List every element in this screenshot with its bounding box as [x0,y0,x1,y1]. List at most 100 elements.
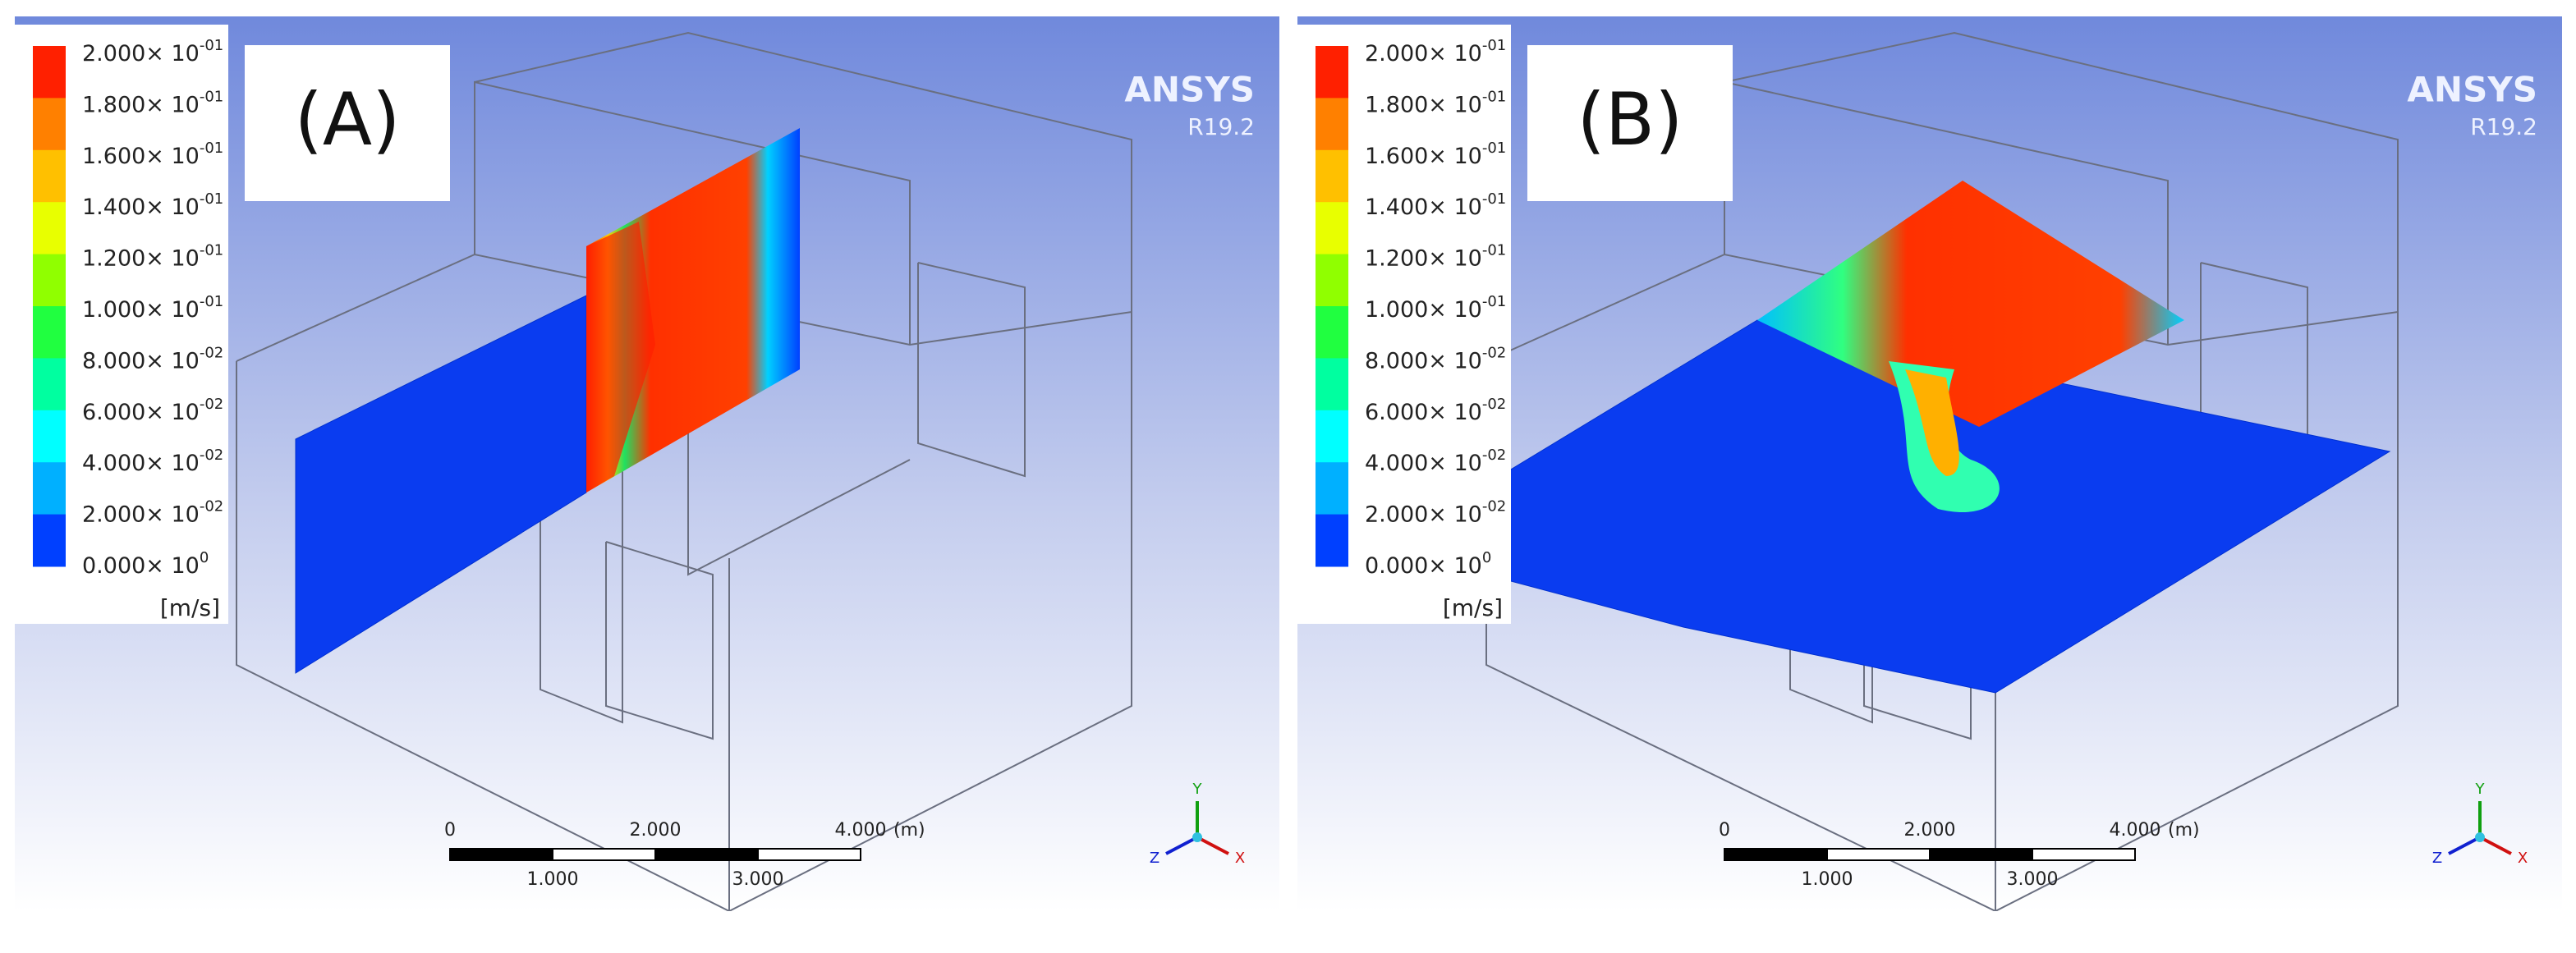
scale-bar-label: 1.000 [527,869,579,890]
legend-tick-label: 1.800× 10-01 [82,88,223,117]
scale-bar-segment [2032,848,2136,861]
scale-bar-segment [1724,848,1828,861]
legend-unit: [m/s] [1443,594,1503,621]
colorbar-segment [1316,306,1348,359]
legend-tick-label: 1.000× 10-01 [82,293,223,323]
legend-mantissa: 1.800× 10 [1365,92,1482,117]
colorbar-segment [1316,149,1348,203]
legend-exponent: -01 [200,293,223,310]
axis-label: Y [2475,781,2486,798]
axis-label: X [1235,850,1245,867]
legend-tick-label: 2.000× 10-01 [82,37,223,66]
legend-mantissa: 4.000× 10 [1365,451,1482,476]
legend-exponent: 0 [1482,549,1491,566]
axis-label: Y [1192,781,1203,798]
colorbar-segment [33,514,66,567]
legend-exponent: -01 [1482,37,1506,54]
legend-mantissa: 8.000× 10 [82,348,200,373]
viewport-a: 2.000× 10-011.800× 10-011.600× 10-011.40… [15,16,1279,911]
colorbar-segment [33,410,66,463]
legend-exponent: -01 [1482,88,1506,105]
colorbar-segment [1316,254,1348,307]
scale-bar-segment [654,848,759,861]
legend-exponent: -01 [200,242,223,259]
brand: ANSYS [2407,70,2537,110]
legend-mantissa: 1.000× 10 [1365,297,1482,323]
legend-exponent: -01 [200,140,223,157]
scale-bar-label: 0 [444,820,456,841]
legend-exponent: -01 [1482,140,1506,157]
panel-label: (B) [1577,77,1683,162]
axis-label: Z [2432,850,2442,867]
geometry [236,31,1132,911]
legend-tick-label: 6.000× 10-02 [82,396,223,425]
legend-mantissa: 1.000× 10 [82,297,200,323]
colorbar-segment [33,306,66,359]
colorbar-segment [33,254,66,307]
legend-mantissa: 2.000× 10 [82,41,200,66]
axis-z [1165,836,1198,855]
legend-exponent: -02 [200,498,223,515]
legend-tick-label: 1.800× 10-01 [1365,88,1506,117]
legend-exponent: -02 [1482,447,1506,464]
legend-mantissa: 6.000× 10 [82,399,200,424]
scale-bar-label: 1.000 [1802,869,1853,890]
legend-tick-label: 2.000× 10-02 [1365,498,1506,528]
colorbar-segment [1316,462,1348,515]
colorbar-segment [1316,358,1348,411]
colorbar-segment [33,98,66,151]
version: R19.2 [1187,113,1255,140]
colorbar-segment [1316,410,1348,463]
axis-x [2479,836,2512,855]
legend-exponent: -02 [1482,498,1506,515]
legend-tick-label: 8.000× 10-02 [82,344,223,373]
velocity-contour [586,128,800,493]
scale-bar-label: 2.000 [630,820,682,841]
scale-bar-segment [757,848,861,861]
axis-origin [2475,832,2485,842]
scale-bar-label: (m) [893,820,925,841]
brand: ANSYS [1124,70,1255,110]
scale-bar-label: (m) [2168,820,2200,841]
axis-x [1196,836,1229,855]
legend-exponent: -01 [1482,242,1506,259]
scale-bar-segment [449,848,553,861]
legend-mantissa: 1.400× 10 [1365,195,1482,220]
legend-tick-label: 2.000× 10-02 [82,498,223,528]
legend-mantissa: 6.000× 10 [1365,399,1482,424]
velocity-contour [586,222,655,493]
legend-exponent: -02 [200,396,223,413]
legend-mantissa: 1.800× 10 [82,92,200,117]
legend-mantissa: 1.200× 10 [82,245,200,271]
axis-label: Z [1150,850,1159,867]
legend-tick-label: 0.000× 100 [82,549,209,579]
legend-mantissa: 0.000× 10 [1365,553,1482,579]
legend-mantissa: 2.000× 10 [1365,41,1482,66]
scale-bar-label: 3.000 [732,869,784,890]
legend-mantissa: 8.000× 10 [1365,348,1482,373]
colorbar-segment [33,462,66,515]
legend-exponent: -02 [1482,396,1506,413]
legend-exponent: -01 [200,88,223,105]
panel-label: (A) [295,77,401,162]
legend-mantissa: 4.000× 10 [82,451,200,476]
scale-bar-label: 4.000 [835,820,887,841]
legend-exponent: -02 [200,344,223,361]
axis-origin [1192,832,1202,842]
legend-tick-label: 1.600× 10-01 [1365,140,1506,169]
scale-bar-label: 4.000 [2110,820,2161,841]
scale-bar-segment [1826,848,1931,861]
legend-mantissa: 1.200× 10 [1365,245,1482,271]
colorbar-segment [33,149,66,203]
legend-exponent: -01 [1482,190,1506,208]
legend-tick-label: 6.000× 10-02 [1365,396,1506,425]
legend-exponent: -01 [1482,293,1506,310]
version: R19.2 [2470,113,2537,140]
legend-exponent: -02 [1482,344,1506,361]
legend-tick-label: 4.000× 10-02 [1365,447,1506,476]
scale-bar-label: 3.000 [2007,869,2059,890]
scale-bar-label: 0 [1719,820,1730,841]
velocity-contour [1905,369,1959,476]
velocity-contour [1757,181,2184,427]
